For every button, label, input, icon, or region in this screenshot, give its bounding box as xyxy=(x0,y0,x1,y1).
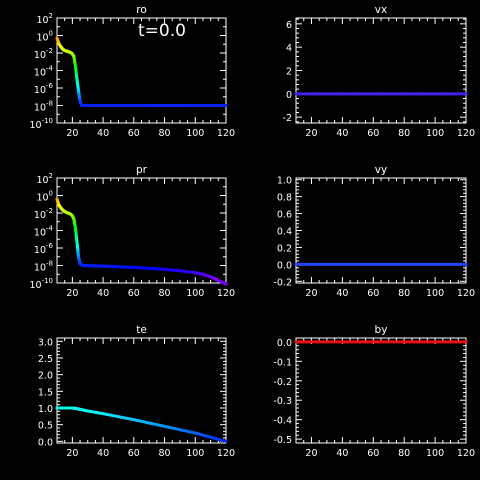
time-label: t=0.0 xyxy=(138,21,186,41)
y-tick-label: 1.0 xyxy=(38,404,53,415)
x-tick-label: 120 xyxy=(217,448,235,459)
y-tick-label: -0.4 xyxy=(273,416,292,427)
y-tick-label: -0.5 xyxy=(273,435,292,446)
x-tick-label: 60 xyxy=(128,448,140,459)
y-tick-label: 100 xyxy=(36,30,53,44)
x-tick-label: 40 xyxy=(97,288,109,299)
x-tick-label: 40 xyxy=(336,288,348,299)
y-tick-label: 0.2 xyxy=(277,243,292,254)
y-tick-label: 6 xyxy=(286,20,292,31)
series-te xyxy=(55,406,228,443)
y-tick-label: 10-8 xyxy=(34,260,53,274)
y-tick-label: 10-6 xyxy=(34,242,54,256)
x-tick-label: 20 xyxy=(66,128,78,139)
x-tick-label: 60 xyxy=(367,128,379,139)
y-tick-label: 10-4 xyxy=(34,225,54,239)
y-tick-label: -0.2 xyxy=(273,377,292,388)
x-tick-label: 120 xyxy=(457,128,475,139)
y-tick-label: 0.5 xyxy=(38,421,53,432)
y-tick-label: 2.0 xyxy=(38,371,53,382)
x-tick-label: 40 xyxy=(336,448,348,459)
plot-frame xyxy=(56,337,227,444)
x-tick-label: 120 xyxy=(457,448,475,459)
panel-vy: vy 20 40 60 80 100 120 -0.2 0.0 0.2 0.4 0.6 0.8 1.0 xyxy=(273,164,475,299)
x-tick-label: 100 xyxy=(186,288,204,299)
x-tick-label: 80 xyxy=(158,288,170,299)
y-tick-label: 0.0 xyxy=(277,338,292,349)
x-tick-label: 100 xyxy=(426,128,444,139)
x-tick-label: 100 xyxy=(426,448,444,459)
panel-title: by xyxy=(375,324,388,336)
panel-title: pr xyxy=(136,164,148,176)
y-tick-label: 4 xyxy=(286,43,292,54)
y-tick-label: 0 xyxy=(286,90,292,101)
y-tick-label: 1.5 xyxy=(38,387,53,398)
y-tick-label: 0.4 xyxy=(277,227,292,238)
x-tick-label: 80 xyxy=(158,448,170,459)
x-tick-label: 60 xyxy=(367,288,379,299)
series-pr xyxy=(55,197,228,286)
y-tick-label: 0.6 xyxy=(277,210,292,221)
x-tick-label: 100 xyxy=(186,448,204,459)
y-tick-label: -0.1 xyxy=(273,357,292,368)
y-tick-label: 2.5 xyxy=(38,354,53,365)
y-tick-label: 10-10 xyxy=(29,117,53,131)
y-tick-label: 102 xyxy=(36,172,53,186)
y-tick-label: 1.0 xyxy=(277,176,292,187)
x-tick-label: 40 xyxy=(97,448,109,459)
x-tick-label: 60 xyxy=(128,288,140,299)
x-tick-label: 60 xyxy=(367,448,379,459)
x-tick-label: 120 xyxy=(217,288,235,299)
x-tick-label: 80 xyxy=(398,288,410,299)
y-tick-label: 10-8 xyxy=(34,100,53,114)
y-tick-label: 100 xyxy=(36,190,53,204)
plot-frame xyxy=(295,177,467,284)
x-tick-label: 40 xyxy=(97,128,109,139)
x-tick-label: 20 xyxy=(66,288,78,299)
x-tick-label: 20 xyxy=(305,128,317,139)
panel-title: vx xyxy=(375,4,387,16)
x-tick-label: 100 xyxy=(186,128,204,139)
y-tick-label: -0.3 xyxy=(273,396,292,407)
y-tick-label: 2 xyxy=(286,67,292,78)
x-tick-label: 20 xyxy=(305,288,317,299)
plot-frame xyxy=(295,337,467,444)
y-tick-label: 0.8 xyxy=(277,193,292,204)
panel-title: vy xyxy=(375,164,387,176)
y-tick-label: 10-2 xyxy=(34,207,53,221)
y-tick-label: 3.0 xyxy=(38,337,53,348)
panel-title: te xyxy=(136,324,147,336)
y-tick-label: 10-10 xyxy=(29,277,53,291)
panel-te: te 20 40 60 80 100 120 0.0 0.5 1.0 1.5 2.0 2.5 3.0 xyxy=(38,324,235,459)
panel-by: by 20 40 60 80 100 120 -0.5 -0.4 -0.3 -0.2 -0.1 0.0 xyxy=(273,324,475,459)
panel-title: ro xyxy=(136,4,147,16)
x-tick-label: 20 xyxy=(66,448,78,459)
y-tick-label: 10-4 xyxy=(34,65,54,79)
x-tick-label: 80 xyxy=(158,128,170,139)
panel-vx: vx 20 40 60 80 100 120 -2 0 2 4 6 xyxy=(283,4,476,139)
y-tick-label: 0.0 xyxy=(38,437,53,448)
x-tick-label: 40 xyxy=(336,128,348,139)
x-tick-label: 100 xyxy=(426,288,444,299)
x-tick-label: 120 xyxy=(217,128,235,139)
x-tick-label: 80 xyxy=(398,128,410,139)
x-tick-label: 20 xyxy=(305,448,317,459)
y-tick-label: -2 xyxy=(283,113,292,124)
x-tick-label: 60 xyxy=(128,128,140,139)
panel-ro: ro 20 40 60 80 100 120 102 100 10-2 10-4 10-6 10-8 10… xyxy=(29,4,235,139)
plot-frame xyxy=(295,17,467,124)
series-segment xyxy=(220,438,228,443)
y-tick-label: 10-2 xyxy=(34,47,53,61)
y-tick-label: 10-6 xyxy=(34,82,54,96)
y-tick-label: 102 xyxy=(36,12,53,26)
panel-pr: pr 20 40 60 80 100 120 102 100 10-2 10-4 10-6 10-8 10… xyxy=(29,164,235,299)
x-tick-label: 80 xyxy=(398,448,410,459)
series-ro xyxy=(55,36,228,107)
y-tick-label: -0.2 xyxy=(273,277,292,288)
x-tick-label: 120 xyxy=(457,288,475,299)
y-tick-label: 0.0 xyxy=(277,260,292,271)
